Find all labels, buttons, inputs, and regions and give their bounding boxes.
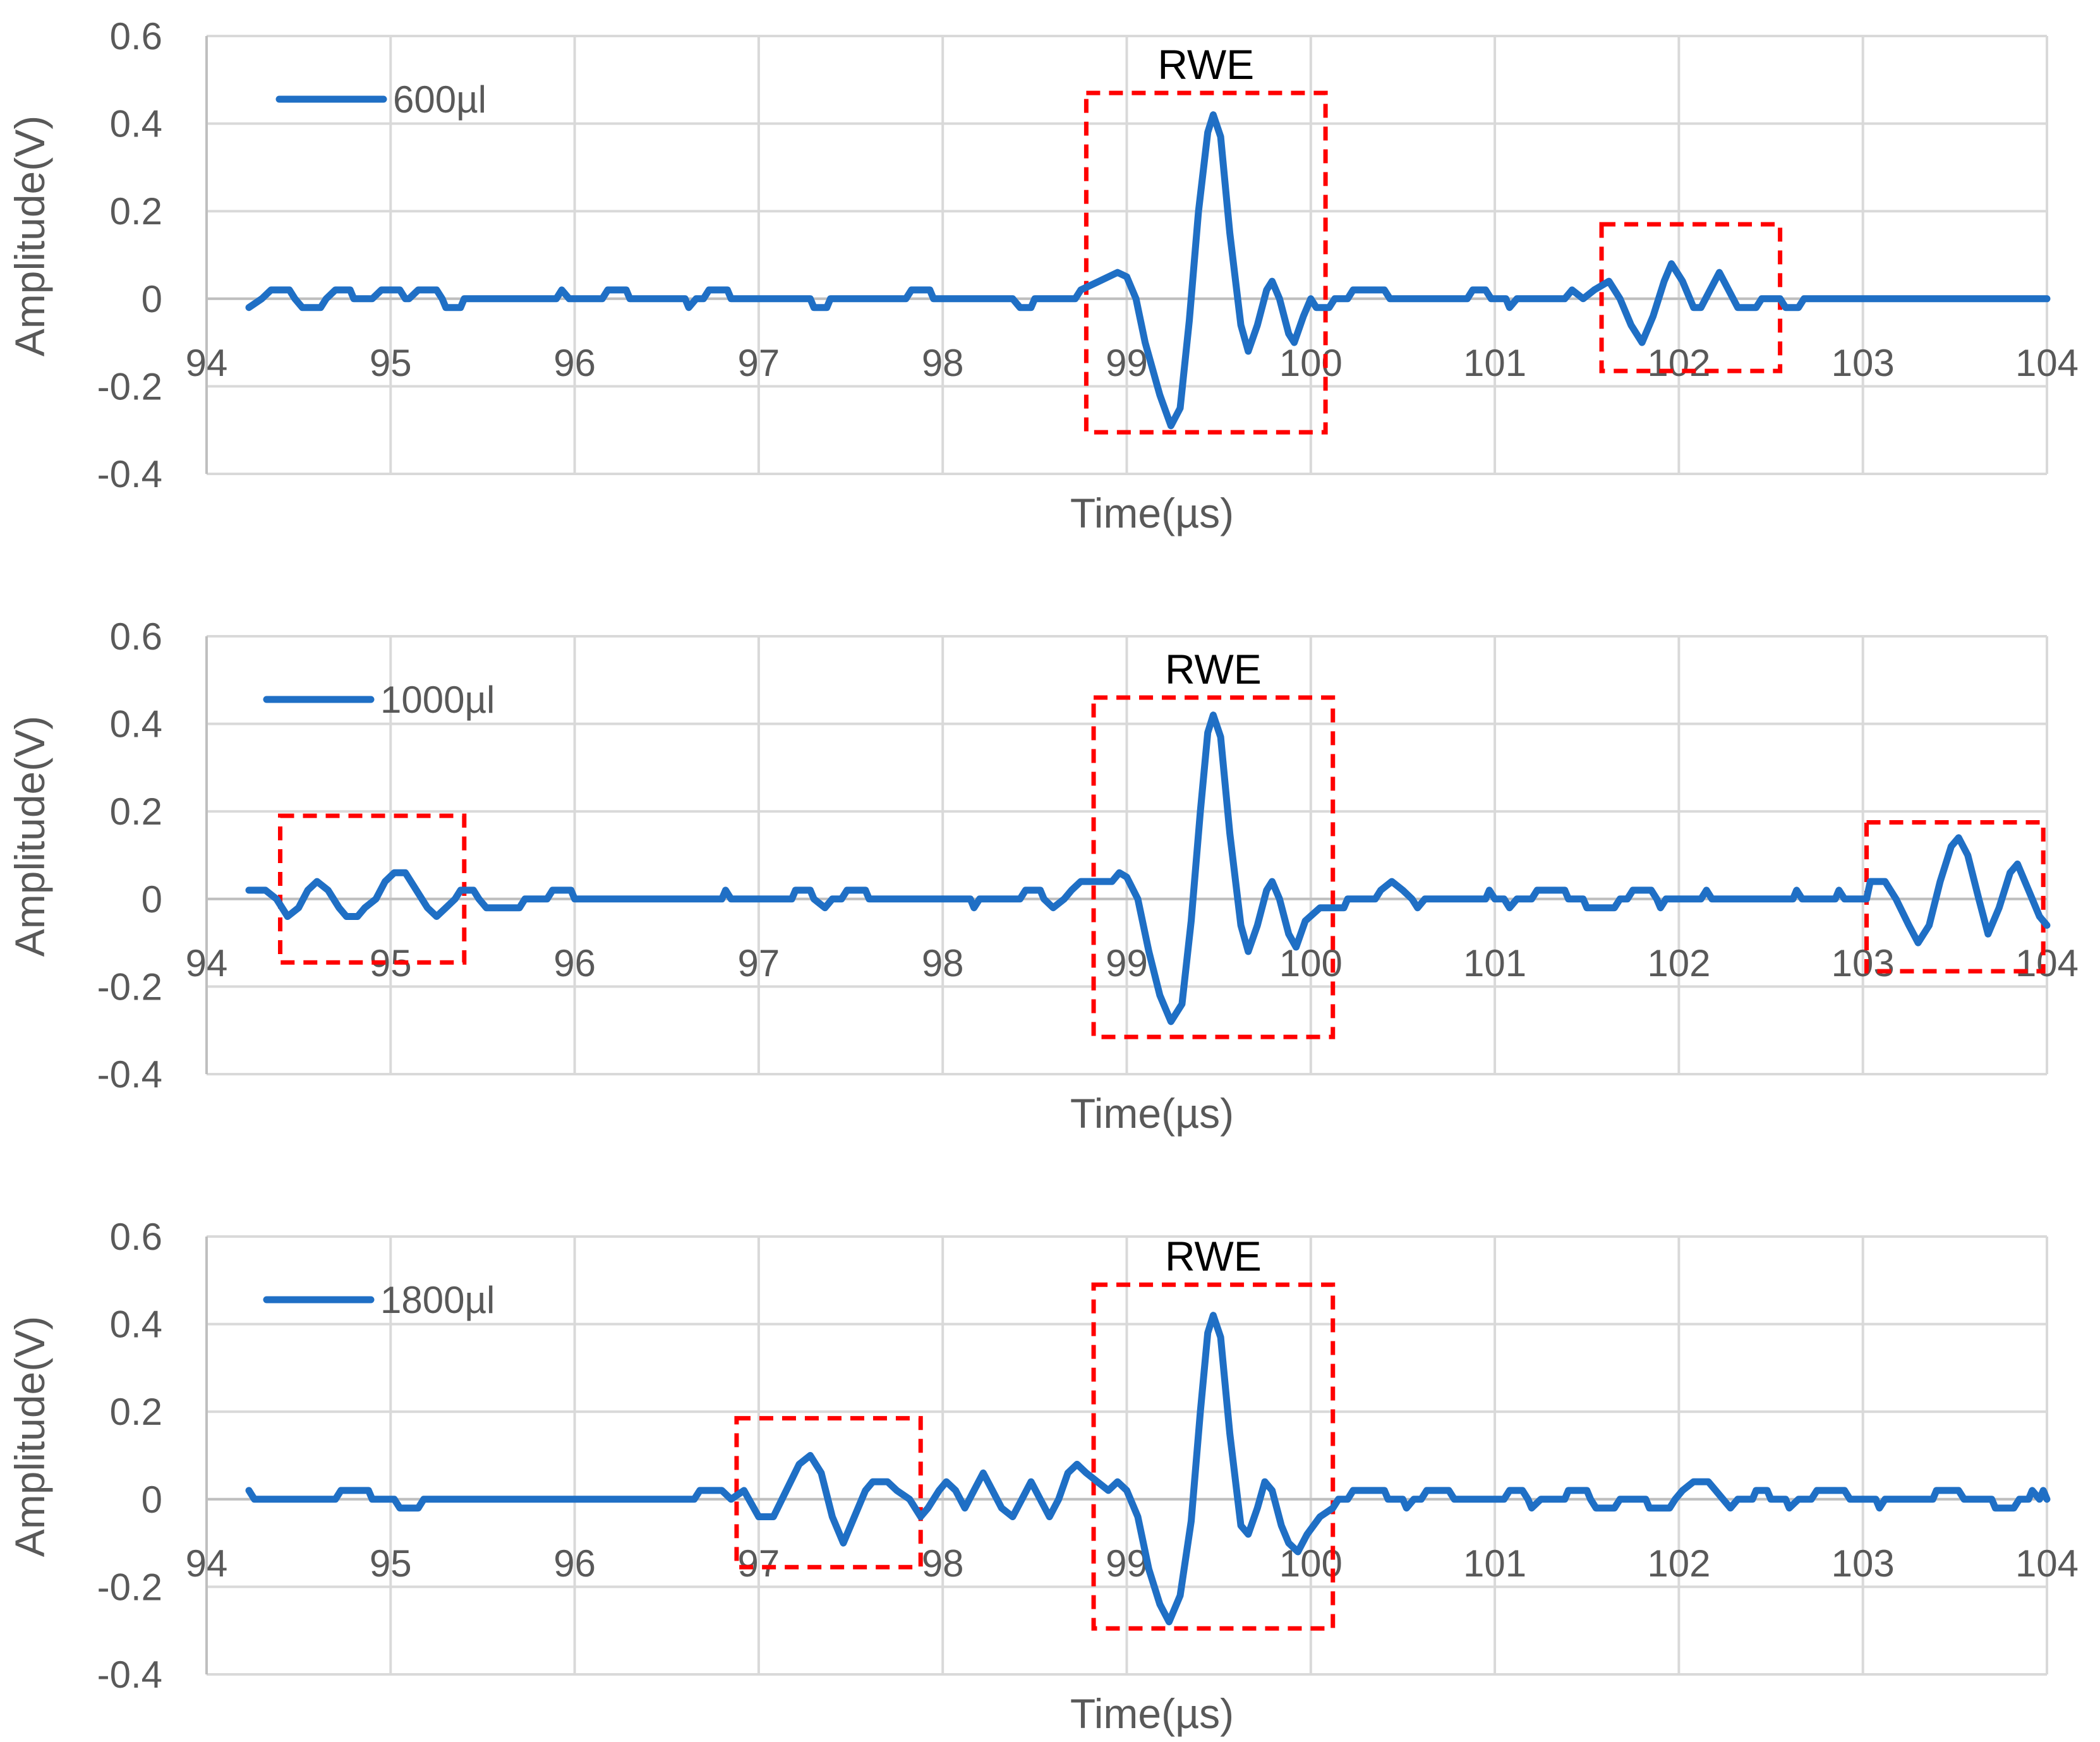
y-tick-label: -0.4 bbox=[97, 1654, 162, 1696]
y-tick-label: -0.2 bbox=[97, 965, 162, 1008]
x-tick-label: 94 bbox=[186, 942, 228, 984]
series-line bbox=[245, 711, 2051, 1025]
rwe-label: RWE bbox=[1157, 41, 1254, 88]
x-tick-label: 99 bbox=[1106, 942, 1148, 984]
x-tick-label: 102 bbox=[1647, 342, 1710, 384]
x-tick-label: 100 bbox=[1279, 342, 1343, 384]
x-tick-label: 95 bbox=[370, 1542, 412, 1585]
x-tick-label: 99 bbox=[1106, 342, 1148, 384]
x-tick-label: 101 bbox=[1463, 1542, 1526, 1585]
rwe-highlight-box bbox=[1091, 695, 1336, 1039]
x-tick-label: 102 bbox=[1647, 942, 1710, 984]
x-tick-label: 99 bbox=[1106, 1542, 1148, 1585]
rwe-label: RWE bbox=[1165, 1233, 1262, 1279]
y-tick-label: 0 bbox=[142, 278, 162, 320]
y-tick-label: 0.2 bbox=[110, 790, 162, 833]
x-tick-label: 97 bbox=[738, 942, 780, 984]
rwe-highlight-box bbox=[1083, 90, 1328, 435]
x-tick-label: 96 bbox=[553, 942, 596, 984]
x-tick-label: 101 bbox=[1463, 342, 1526, 384]
x-axis-title: Time(µs) bbox=[1070, 490, 1234, 536]
y-tick-label: 0.4 bbox=[110, 1303, 162, 1346]
x-tick-label: 96 bbox=[553, 1542, 596, 1585]
series-line bbox=[245, 111, 2051, 430]
x-tick-label: 102 bbox=[1647, 1542, 1710, 1585]
y-tick-label: 0 bbox=[142, 878, 162, 921]
x-tick-label: 97 bbox=[738, 1542, 780, 1585]
legend-label: 1000µl bbox=[380, 679, 495, 721]
x-tick-label: 104 bbox=[2015, 1542, 2079, 1585]
chart-panel-2: -0.4-0.200.20.40.694 95 96 97 98 99 100 101 102 1… bbox=[6, 615, 2079, 1137]
x-tick-label: 101 bbox=[1463, 942, 1526, 984]
y-tick-label: 0 bbox=[142, 1479, 162, 1521]
y-tick-label: 0.6 bbox=[110, 615, 162, 658]
x-tick-label: 98 bbox=[922, 942, 964, 984]
x-tick-label: 96 bbox=[553, 342, 596, 384]
series-line bbox=[245, 1312, 2051, 1626]
x-tick-label: 103 bbox=[1831, 1542, 1895, 1585]
y-tick-label: 0.4 bbox=[110, 703, 162, 746]
legend-label: 1800µl bbox=[380, 1279, 495, 1321]
rwe-highlight-box bbox=[1091, 1282, 1336, 1631]
x-tick-label: 98 bbox=[922, 342, 964, 384]
chart-panel-3: -0.4-0.200.20.40.694 95 96 97 98 99 100 101 102 1… bbox=[6, 1216, 2079, 1737]
y-tick-label: 0.6 bbox=[110, 1216, 162, 1258]
chart-panels: -0.4 -0.2 0 0.2 0.4 0.6 94 95 96 97 98 99 100 101 102 1… bbox=[6, 15, 2079, 1737]
y-axis-title: Amplitude(V) bbox=[6, 716, 53, 957]
chart-panel-1: -0.4 -0.2 0 0.2 0.4 0.6 94 95 96 97 98 99 100 101 102 1… bbox=[6, 15, 2079, 536]
x-tick-label: 104 bbox=[2015, 342, 2079, 384]
x-tick-label: 94 bbox=[186, 1542, 228, 1585]
y-tick-label: -0.4 bbox=[97, 1053, 162, 1096]
y-tick-label: 0.2 bbox=[110, 190, 162, 233]
y-tick-label: -0.2 bbox=[97, 365, 162, 408]
x-tick-label: 98 bbox=[922, 1542, 964, 1585]
legend-label: 600µl bbox=[393, 78, 486, 121]
y-tick-label: 0.6 bbox=[110, 15, 162, 57]
x-axis-title: Time(µs) bbox=[1070, 1090, 1234, 1137]
y-tick-label: 0.4 bbox=[110, 103, 162, 145]
x-tick-label: 103 bbox=[1831, 342, 1895, 384]
x-tick-label: 104 bbox=[2015, 942, 2079, 984]
x-tick-label: 95 bbox=[370, 342, 412, 384]
y-axis-title: Amplitude(V) bbox=[6, 116, 53, 356]
y-tick-label: 0.2 bbox=[110, 1391, 162, 1433]
y-tick-label: -0.4 bbox=[97, 453, 162, 495]
x-axis-title: Time(µs) bbox=[1070, 1690, 1234, 1737]
x-tick-label: 94 bbox=[186, 342, 228, 384]
y-tick-label: -0.2 bbox=[97, 1566, 162, 1608]
rwe-label: RWE bbox=[1165, 646, 1262, 693]
x-tick-label: 103 bbox=[1831, 942, 1895, 984]
x-tick-label: 97 bbox=[738, 342, 780, 384]
y-axis-title: Amplitude(V) bbox=[6, 1316, 53, 1557]
